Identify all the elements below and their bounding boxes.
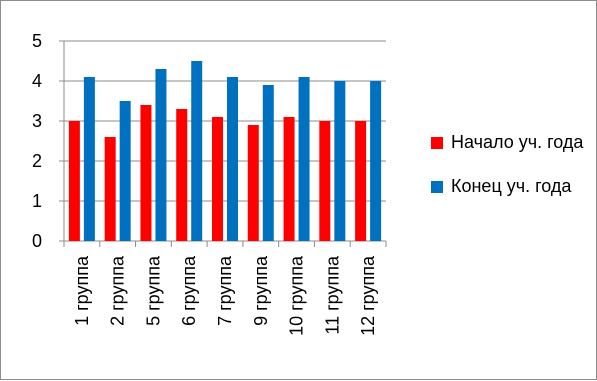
y-tick-label-4: 4 — [32, 71, 42, 91]
category-label-7: 11 группа — [322, 255, 342, 335]
bar-start-0 — [68, 121, 80, 241]
bar-start-5 — [247, 125, 259, 241]
legend-item-end: Конец уч. года — [431, 169, 591, 203]
y-tick-label-0: 0 — [32, 231, 42, 251]
bar-end-8 — [370, 81, 382, 241]
category-label-6: 10 группа — [287, 255, 307, 336]
legend-label-end: Конец уч. года — [451, 176, 572, 196]
category-label-5: 9 группа — [251, 255, 271, 326]
y-tick-label-2: 2 — [32, 151, 42, 171]
bar-start-7 — [319, 121, 331, 241]
bar-start-6 — [283, 117, 295, 241]
bar-start-8 — [355, 121, 367, 241]
bar-end-4 — [227, 77, 238, 241]
category-label-4: 7 группа — [215, 255, 235, 326]
category-label-8: 12 группа — [358, 255, 378, 336]
category-label-1: 2 группа — [108, 255, 128, 326]
category-label-0: 1 группа — [72, 255, 92, 326]
bar-start-3 — [176, 109, 188, 241]
bar-end-7 — [334, 81, 346, 241]
bar-end-5 — [262, 85, 274, 241]
bar-start-2 — [140, 105, 152, 241]
y-tick-label-1: 1 — [32, 191, 42, 211]
bar-end-0 — [83, 77, 95, 241]
bar-start-1 — [104, 137, 116, 241]
legend: Начало уч. года Конец уч. года — [431, 125, 591, 213]
category-label-2: 5 группа — [143, 255, 163, 326]
bar-end-2 — [155, 69, 167, 241]
bar-end-6 — [298, 77, 310, 241]
bar-start-4 — [212, 117, 223, 241]
y-tick-label-3: 3 — [32, 111, 42, 131]
legend-swatch-start — [431, 137, 443, 149]
legend-swatch-end — [431, 181, 443, 193]
bar-end-1 — [119, 101, 131, 241]
category-label-3: 6 группа — [179, 255, 199, 326]
bar-end-3 — [191, 61, 203, 241]
legend-label-start: Начало уч. года — [451, 132, 584, 152]
legend-item-start: Начало уч. года — [431, 125, 591, 159]
y-tick-label-5: 5 — [32, 31, 42, 51]
